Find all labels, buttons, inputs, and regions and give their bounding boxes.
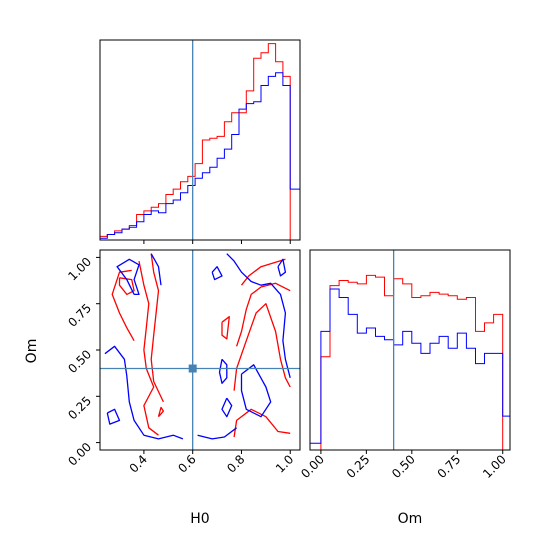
contour-line-series_b-16 <box>218 358 228 384</box>
h0-histogram-series-b <box>99 72 300 240</box>
contour-line-series_b-12 <box>150 253 162 286</box>
om-x-tick-label: 0.00 <box>298 452 327 481</box>
h0-x-tick-label: 1.0 <box>273 452 296 475</box>
x-axis-label-om: Om <box>398 511 423 527</box>
contour-line-series_a-0 <box>111 269 135 342</box>
om-histogram-panel <box>309 249 511 451</box>
h0-x-tick-label: 0.8 <box>224 452 247 475</box>
contour-line-series_b-10 <box>116 258 140 296</box>
contour-line-series_b-15 <box>240 364 272 418</box>
contour-line-series_a-4 <box>118 277 135 296</box>
x-axis-label-h0: H0 <box>190 511 209 527</box>
contour-line-series_a-9 <box>221 316 230 340</box>
y-axis-label-om: Om <box>24 339 40 364</box>
contour-line-series_b-11 <box>104 345 184 440</box>
contour-line-series_b-14 <box>226 253 291 378</box>
contour-line-series_b-13 <box>106 408 121 425</box>
h0-histogram-frame <box>99 39 301 241</box>
om-x-tick-label: 0.25 <box>344 452 373 481</box>
contour-line-series_b-19 <box>197 427 237 440</box>
truth-marker <box>188 364 197 373</box>
contour-line-series_b-20 <box>211 266 223 281</box>
om-histogram-series-b <box>309 288 510 450</box>
contour-line-series_a-1 <box>138 260 159 436</box>
om-y-tick-label: 1.00 <box>65 255 94 284</box>
h0-om-contour-panel <box>99 249 301 451</box>
om-histogram-frame <box>309 249 511 451</box>
contour-line-series_a-2 <box>150 253 164 403</box>
h0-x-tick-label: 0.4 <box>127 452 150 475</box>
h0-histogram-panel <box>99 39 301 241</box>
om-y-tick-label: 0.00 <box>65 440 94 469</box>
h0-x-tick-label: 0.6 <box>175 452 198 475</box>
om-histogram-series-a <box>310 274 504 451</box>
contour-line-series_a-8 <box>233 408 291 438</box>
om-y-tick-label: 0.25 <box>65 394 94 423</box>
om-x-tick-label: 1.00 <box>480 452 509 481</box>
contour-line-series_b-17 <box>221 397 233 418</box>
om-y-tick-label: 0.50 <box>65 347 94 376</box>
contour-line-series_b-18 <box>277 258 287 277</box>
contour-line-series_a-7 <box>233 303 291 391</box>
contour-line-series_a-5 <box>240 258 286 286</box>
om-y-tick-label: 0.75 <box>65 301 94 330</box>
contour-line-series_a-6 <box>235 282 291 347</box>
contour-line-series_a-3 <box>157 406 165 418</box>
tick-labels: 0.4 0.6 0.8 1.00.000.250.500.751.000.00 0.25… <box>65 240 509 481</box>
om-x-tick-label: 0.50 <box>389 452 418 481</box>
om-x-tick-label: 0.75 <box>435 452 464 481</box>
h0-histogram-series-a <box>99 43 291 240</box>
